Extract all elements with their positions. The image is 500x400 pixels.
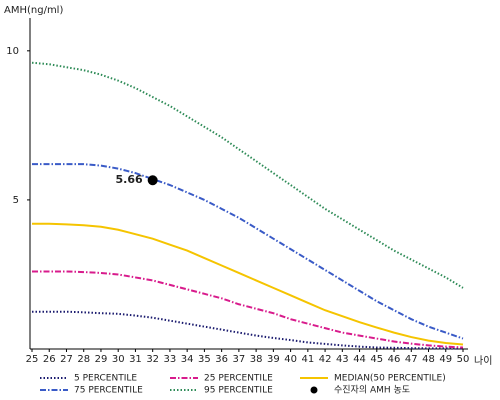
x-tick-label: 43 — [336, 354, 349, 365]
x-tick-label: 50 — [457, 354, 470, 365]
legend-label: MEDIAN(50 PERCENTILE) — [334, 374, 446, 384]
legend-label: 95 PERCENTILE — [204, 386, 273, 396]
y-tick-label: 10 — [6, 46, 19, 57]
x-tick-label: 47 — [405, 354, 418, 365]
x-tick-label: 32 — [146, 354, 159, 365]
legend-label: 5 PERCENTILE — [74, 374, 137, 384]
x-axis-label: 나이 — [474, 355, 492, 367]
line-series — [32, 222, 464, 346]
data-point — [147, 175, 158, 186]
y-axis-label: AMH(ng/ml) — [4, 5, 63, 16]
y-tick-label: 5 — [13, 195, 19, 206]
legend-marker — [310, 386, 318, 394]
x-tick-label: 40 — [284, 354, 297, 365]
x-tick-label: 45 — [370, 354, 383, 365]
x-tick-label: 44 — [353, 354, 366, 365]
legend-label: 75 PERCENTILE — [74, 386, 143, 396]
x-tick-label: 39 — [267, 354, 280, 365]
x-tick-label: 46 — [388, 354, 401, 365]
x-tick-label: 48 — [422, 354, 435, 365]
x-tick-label: 31 — [129, 354, 142, 365]
x-tick-label: 26 — [43, 354, 56, 365]
line-series — [31, 61, 464, 289]
x-tick-label: 34 — [181, 354, 194, 365]
line-series — [32, 310, 464, 350]
x-tick-label: 41 — [301, 354, 314, 365]
x-tick-label: 27 — [60, 354, 73, 365]
x-tick-label: 30 — [112, 354, 125, 365]
x-tick-label: 29 — [95, 354, 108, 365]
x-tick-label: 38 — [250, 354, 263, 365]
data-label: 5.66 — [116, 173, 143, 186]
x-tick-label: 33 — [164, 354, 177, 365]
x-tick-label: 25 — [26, 354, 39, 365]
x-tick-label: 35 — [198, 354, 211, 365]
line-series — [32, 270, 464, 349]
line-series — [32, 163, 464, 340]
x-tick-label: 42 — [319, 354, 332, 365]
x-tick-label: 49 — [439, 354, 452, 365]
legend-label: 25 PERCENTILE — [204, 374, 273, 384]
x-tick-label: 28 — [77, 354, 90, 365]
x-tick-label: 37 — [233, 354, 246, 365]
legend-label: 수진자의 AMH 농도 — [334, 385, 410, 396]
x-tick-label: 36 — [215, 354, 228, 365]
